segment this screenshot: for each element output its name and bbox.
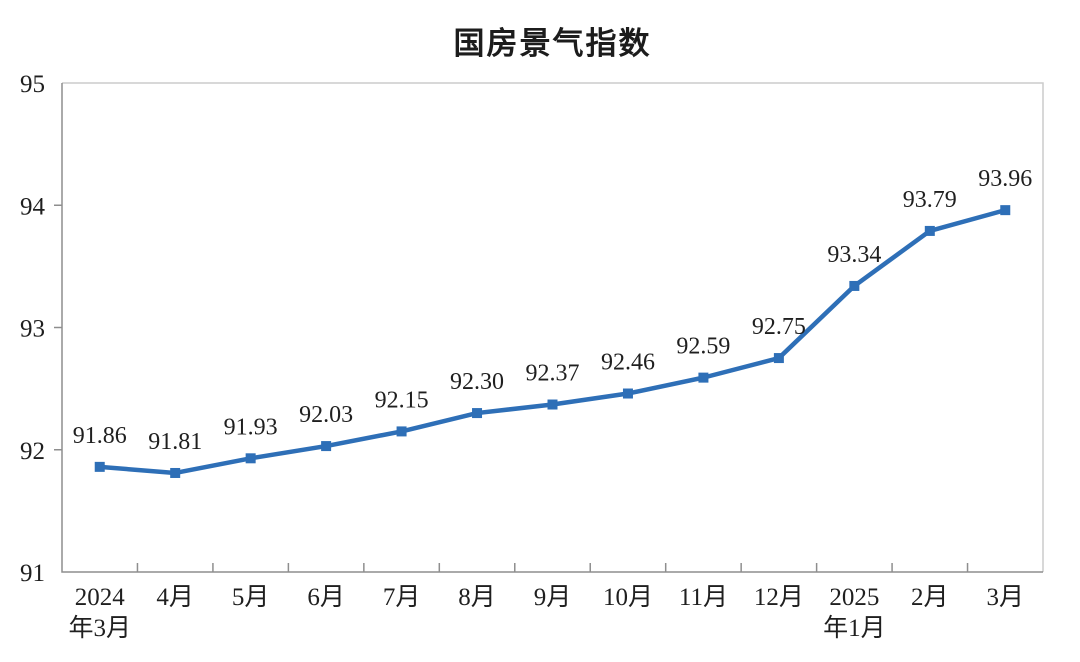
x-axis-label: 11月 (679, 584, 728, 611)
x-axis-label: 7月 (383, 584, 421, 611)
x-axis-label: 2025 (829, 584, 879, 611)
y-axis-label: 95 (20, 71, 45, 98)
data-point-marker (245, 453, 256, 464)
data-point-label: 92.75 (752, 314, 806, 340)
data-point-label: 93.96 (978, 166, 1032, 192)
data-point-marker (924, 225, 935, 236)
x-axis-label: 年3月 (68, 614, 131, 642)
data-point-label: 92.15 (375, 387, 429, 413)
y-axis-label: 93 (20, 316, 45, 343)
data-point-label: 91.81 (148, 429, 202, 455)
data-point-label: 92.59 (676, 334, 730, 360)
data-point-marker (773, 353, 784, 364)
x-axis-label: 9月 (534, 584, 572, 611)
x-axis-label: 4月 (156, 584, 194, 611)
data-point-label: 91.86 (73, 423, 127, 449)
data-point-marker (321, 441, 332, 452)
data-point-marker (849, 280, 860, 291)
x-axis-label: 10月 (603, 584, 653, 611)
data-point-label: 91.93 (224, 414, 278, 440)
data-point-marker (622, 388, 633, 399)
y-axis-label: 94 (20, 193, 46, 220)
data-point-marker (396, 426, 407, 437)
data-point-label: 92.46 (601, 350, 655, 376)
data-point-label: 93.34 (827, 242, 881, 268)
y-axis-label: 91 (20, 560, 45, 587)
x-axis-label: 5月 (232, 584, 270, 611)
plot-border (62, 82, 1044, 572)
data-point-label: 92.30 (450, 369, 504, 395)
chart-title: 国房景气指数 (453, 26, 652, 61)
x-axis-label: 年1月 (823, 614, 886, 642)
axis-lines (61, 83, 1043, 573)
data-point-label: 92.03 (299, 402, 353, 428)
data-point-marker (1000, 205, 1011, 216)
y-axis-label: 92 (20, 438, 45, 465)
data-point-marker (698, 372, 709, 383)
data-point-label: 92.37 (526, 361, 580, 387)
x-axis-label: 2月 (911, 584, 949, 611)
data-point-marker (170, 467, 181, 478)
data-point-marker (472, 408, 483, 419)
x-axis-label: 3月 (987, 584, 1025, 611)
data-point-marker (94, 461, 105, 472)
x-axis-label: 12月 (754, 584, 804, 611)
x-axis-label: 2024 (75, 584, 126, 611)
data-point-marker (547, 399, 558, 410)
data-point-label: 93.79 (903, 187, 957, 213)
x-axis-label: 8月 (458, 584, 496, 611)
x-axis-label: 6月 (307, 584, 345, 611)
